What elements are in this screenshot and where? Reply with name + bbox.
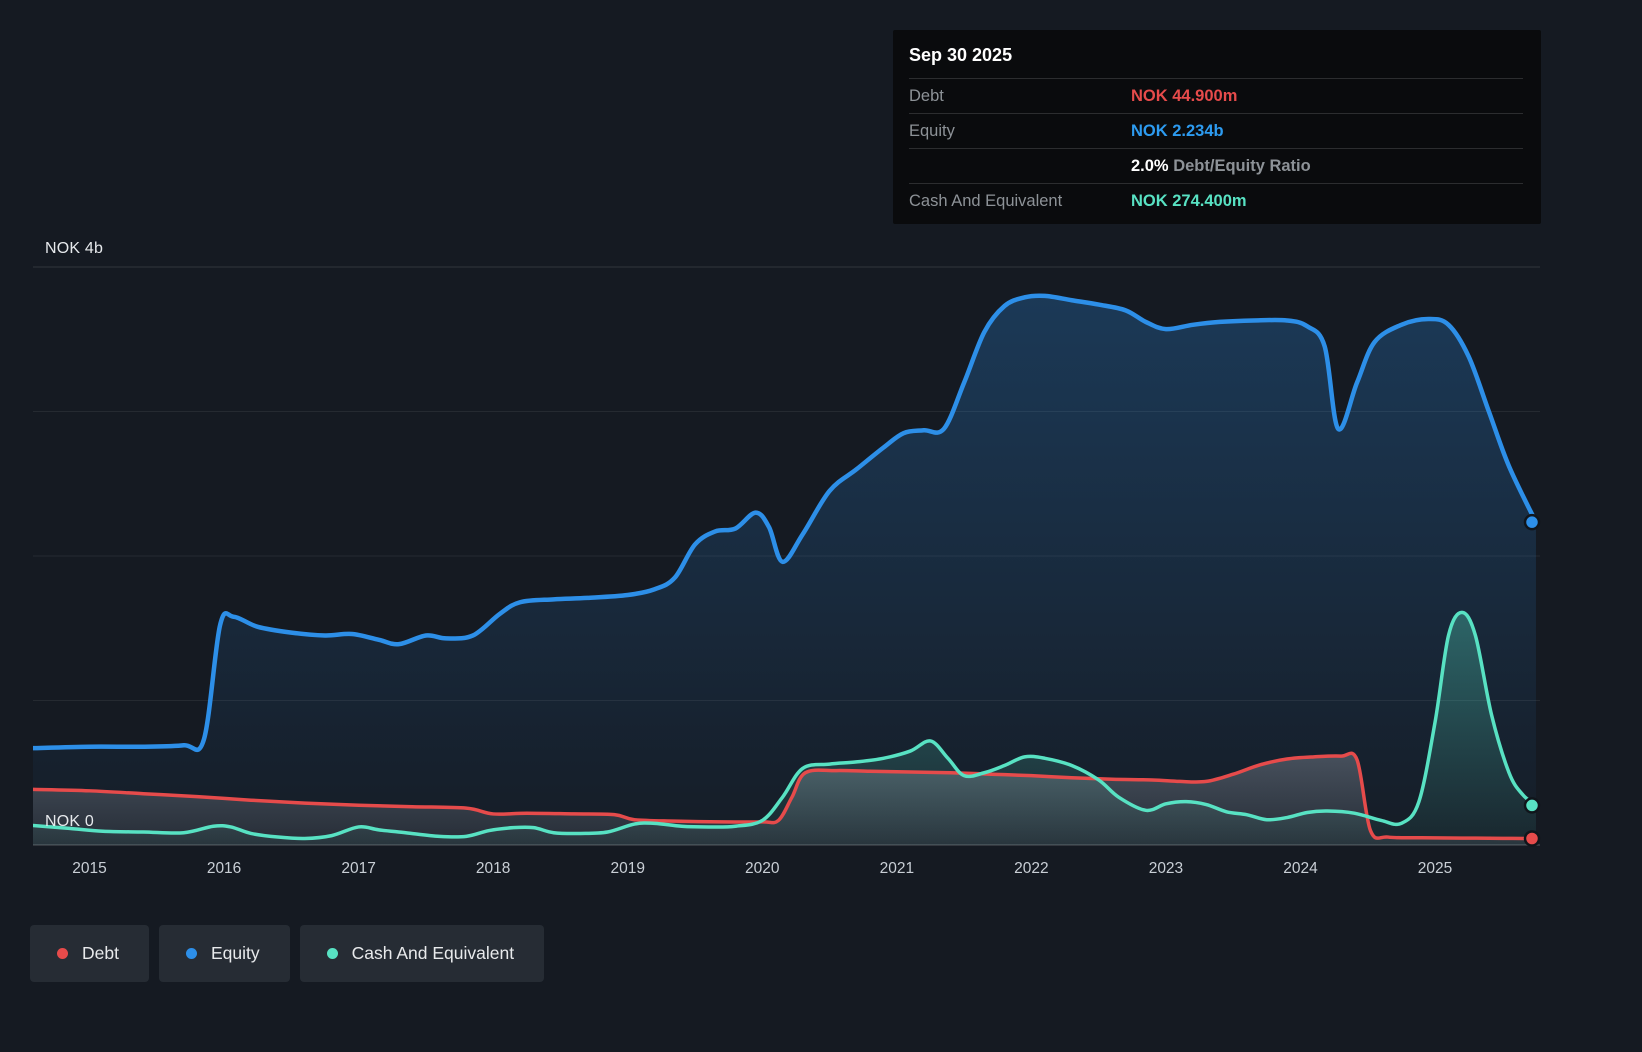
legend-label: Equity (210, 943, 260, 963)
x-tick-label: 2019 (610, 860, 645, 877)
tooltip-ratio-label: Debt/Equity Ratio (1173, 156, 1311, 175)
legend-label: Debt (82, 943, 119, 963)
x-tick-label: 2024 (1283, 860, 1318, 877)
legend-item-cash-and-equivalent[interactable]: Cash And Equivalent (299, 925, 545, 982)
x-tick-label: 2016 (206, 860, 242, 877)
y-axis-label-max: NOK 4b (45, 240, 104, 257)
tooltip-debt-value: NOK 44.900m (1131, 86, 1238, 105)
tooltip-ratio-percent: 2.0% (1131, 156, 1169, 175)
tooltip-row-cash: Cash And Equivalent NOK 274.400m (909, 183, 1523, 218)
tooltip-cash-value: NOK 274.400m (1131, 191, 1247, 210)
tooltip-date: Sep 30 2025 (909, 45, 1013, 65)
legend-item-debt[interactable]: Debt (30, 925, 149, 982)
legend-dot (57, 948, 68, 959)
legend-label: Cash And Equivalent (351, 943, 515, 963)
x-tick-label: 2017 (341, 860, 376, 877)
tooltip-debt-label: Debt (909, 86, 944, 105)
x-tick-label: 2025 (1417, 860, 1453, 877)
tooltip-cash-label: Cash And Equivalent (909, 191, 1063, 210)
tooltip-row-equity: Equity NOK 2.234b (909, 113, 1523, 148)
x-axis: 2015 2016 2017 2018 2019 2020 2021 2022 2023 2024… (0, 860, 1642, 884)
tooltip-equity-value: NOK 2.234b (1131, 121, 1224, 140)
x-tick-label: 2015 (72, 860, 107, 877)
x-tick-label: 2018 (475, 860, 511, 877)
x-tick-label: 2022 (1014, 860, 1049, 877)
legend: Debt Equity Cash And Equivalent (30, 925, 545, 982)
x-tick-label: 2021 (879, 860, 915, 877)
legend-item-equity[interactable]: Equity (158, 925, 290, 982)
tooltip-card: Sep 30 2025 Debt NOK 44.900m Equity NOK … (893, 30, 1541, 224)
x-tick-label: 2020 (745, 860, 780, 877)
y-axis-label-zero: NOK 0 (45, 813, 95, 830)
tooltip-row-debt: Debt NOK 44.900m (909, 78, 1523, 113)
x-tick-label: 2023 (1148, 860, 1184, 877)
tooltip-equity-label: Equity (909, 121, 955, 140)
tooltip-row-ratio: 2.0% Debt/Equity Ratio (909, 148, 1523, 183)
legend-dot (185, 948, 197, 959)
tooltip-ratio-value: 2.0% Debt/Equity Ratio (1131, 157, 1311, 176)
legend-dot (326, 948, 338, 959)
